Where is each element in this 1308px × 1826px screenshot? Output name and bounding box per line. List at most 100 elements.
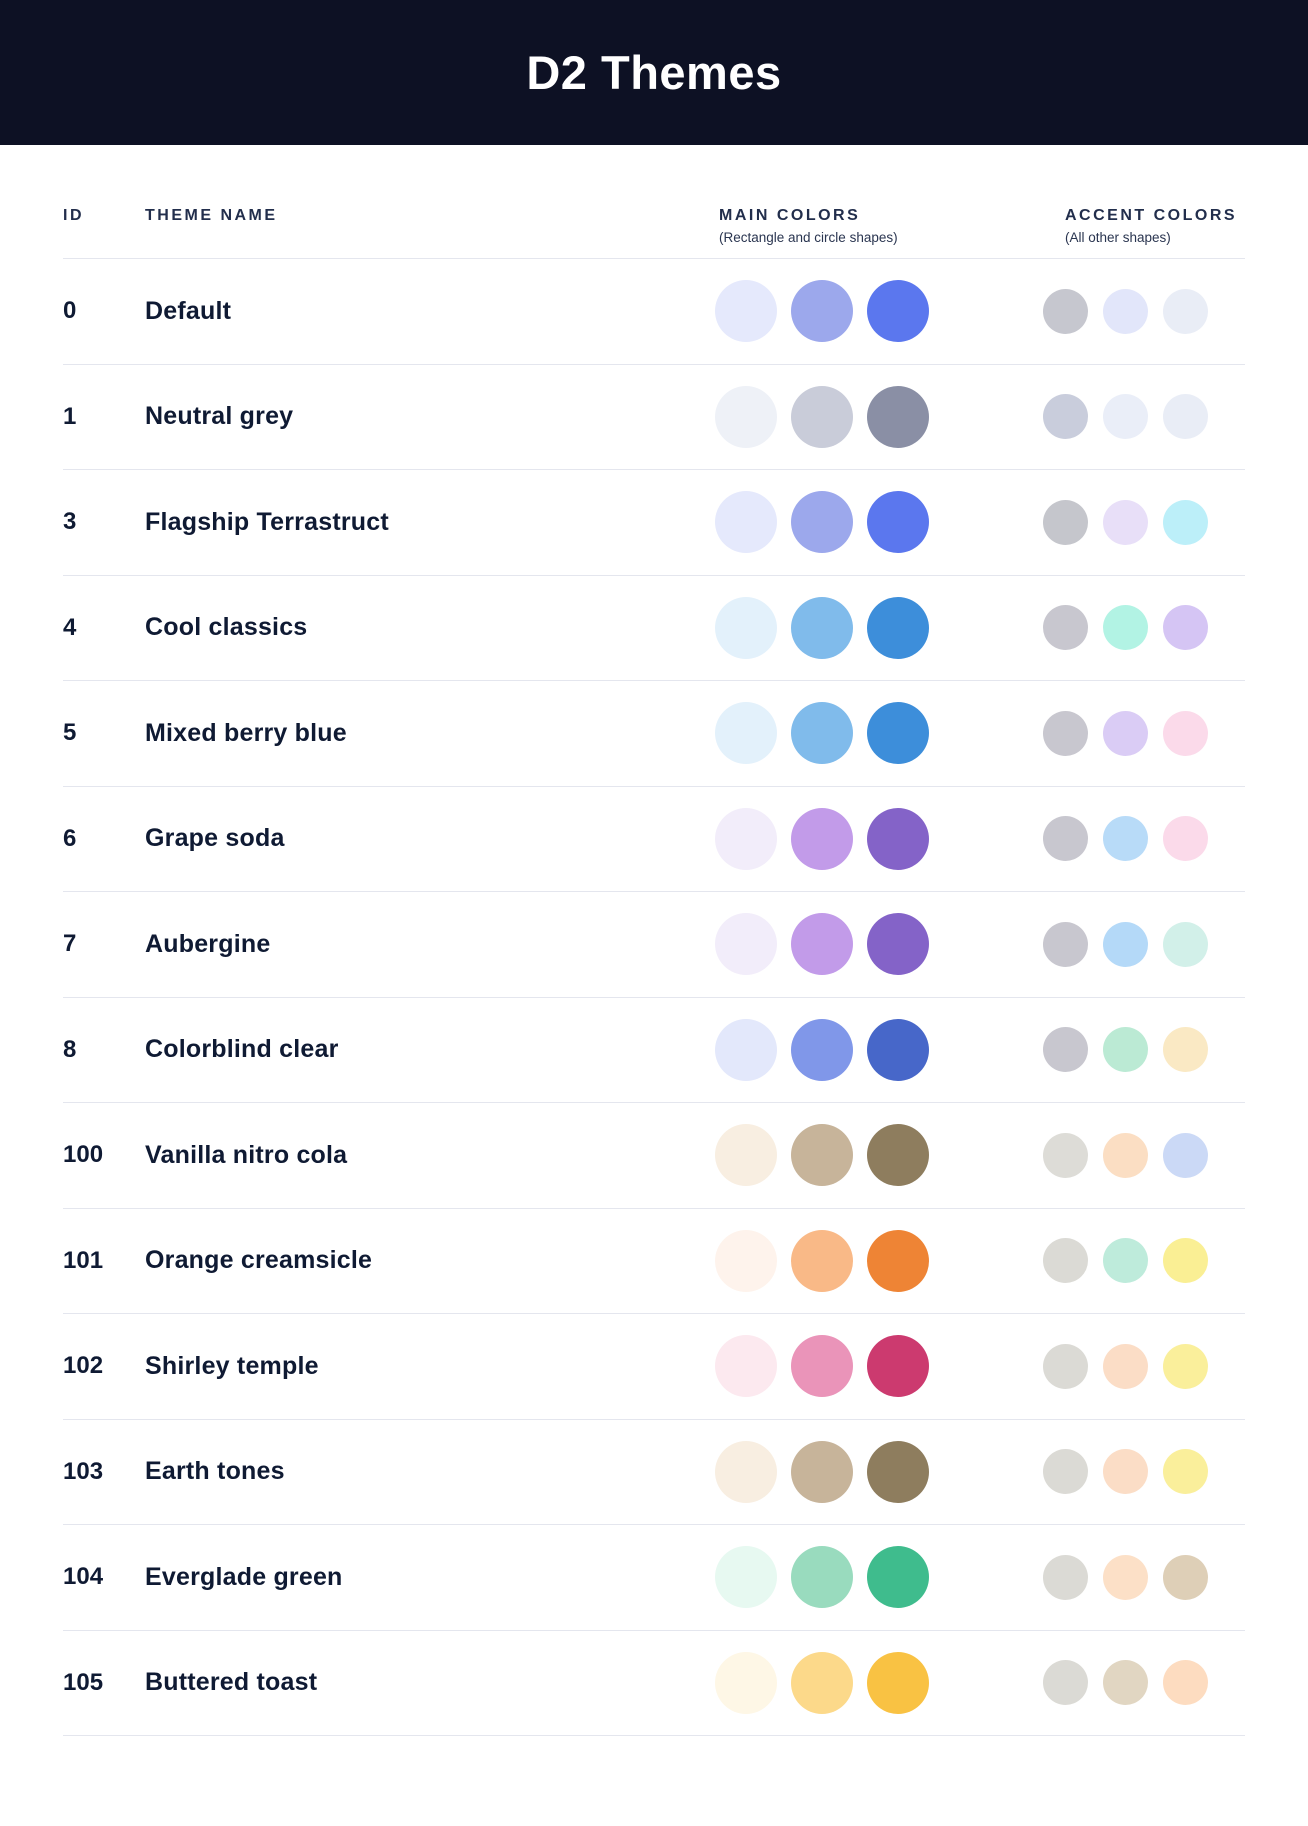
main-colors-subtitle: (Rectangle and circle shapes): [719, 230, 898, 245]
main-color-swatch-1: [715, 596, 777, 659]
main-color-swatch-1: [715, 1335, 777, 1398]
theme-row: 104 Everglade green: [63, 1524, 1245, 1630]
theme-id: 104: [63, 1563, 104, 1591]
main-color-swatch-2: [791, 280, 853, 343]
theme-name: Grape soda: [145, 824, 285, 853]
main-color-swatch-1: [715, 1651, 777, 1714]
theme-id: 0: [63, 297, 77, 325]
main-color-swatch-1: [715, 491, 777, 554]
accent-color-swatch-3: [1163, 1449, 1208, 1495]
accent-color-swatches: [1043, 921, 1245, 967]
main-color-swatch-1: [715, 1018, 777, 1081]
accent-color-swatch-2: [1103, 1238, 1148, 1284]
accent-color-swatches: [1043, 1132, 1245, 1178]
main-color-swatches: [715, 913, 1043, 976]
table-end-divider: [63, 1735, 1245, 1736]
theme-row: 103 Earth tones: [63, 1418, 1245, 1525]
accent-color-swatch-2: [1103, 1027, 1148, 1073]
theme-name: Everglade green: [145, 1562, 343, 1591]
theme-name: Cool classics: [145, 613, 308, 642]
theme-id: 8: [63, 1035, 77, 1063]
accent-color-swatches: [1043, 288, 1245, 334]
theme-row: 102 Shirley temple: [63, 1313, 1245, 1419]
theme-row: 0 Default: [63, 258, 1245, 364]
accent-color-swatches: [1043, 1449, 1245, 1495]
theme-id: 4: [63, 613, 77, 641]
accent-color-swatch-2: [1103, 1343, 1148, 1389]
main-color-swatch-3: [867, 1335, 929, 1398]
main-color-swatch-2: [791, 385, 853, 448]
theme-row: 3 Flagship Terrastruct: [63, 469, 1245, 575]
main-color-swatch-2: [791, 807, 853, 870]
theme-name: Aubergine: [145, 929, 271, 958]
theme-row: 8 Colorblind clear: [63, 996, 1245, 1103]
main-color-swatch-3: [867, 913, 929, 976]
main-color-swatch-1: [715, 1546, 777, 1609]
column-header-main-colors: MAIN COLORS (Rectangle and circle shapes…: [715, 207, 1043, 245]
theme-id: 5: [63, 719, 77, 747]
theme-name: Vanilla nitro cola: [145, 1140, 348, 1169]
accent-color-swatches: [1043, 710, 1245, 756]
accent-color-swatch-2: [1103, 394, 1148, 440]
theme-id: 101: [63, 1246, 104, 1274]
theme-id: 100: [63, 1141, 104, 1169]
column-header-id: ID: [63, 207, 84, 224]
theme-name: Orange creamsicle: [145, 1246, 373, 1275]
theme-id: 102: [63, 1352, 104, 1380]
theme-row: 101 Orange creamsicle: [63, 1207, 1245, 1314]
main-color-swatches: [715, 1018, 1043, 1081]
page-title: D2 Themes: [526, 46, 782, 99]
accent-color-swatch-1: [1043, 1238, 1088, 1284]
main-color-swatch-1: [715, 913, 777, 976]
accent-color-swatch-2: [1103, 605, 1148, 651]
accent-color-swatch-2: [1103, 288, 1148, 334]
main-color-swatch-3: [867, 1651, 929, 1714]
main-color-swatch-1: [715, 1229, 777, 1292]
accent-color-swatch-1: [1043, 394, 1088, 440]
accent-color-swatch-2: [1103, 1660, 1148, 1706]
main-color-swatches: [715, 1335, 1043, 1398]
main-color-swatch-1: [715, 1124, 777, 1187]
main-color-swatches: [715, 702, 1043, 765]
accent-color-swatch-1: [1043, 499, 1088, 545]
main-color-swatches: [715, 385, 1043, 448]
accent-color-swatch-3: [1163, 1660, 1208, 1706]
main-color-swatch-3: [867, 385, 929, 448]
theme-name: Flagship Terrastruct: [145, 507, 389, 536]
accent-color-swatches: [1043, 1554, 1245, 1600]
accent-color-swatch-3: [1163, 288, 1208, 334]
theme-row: 7 Aubergine: [63, 891, 1245, 997]
main-color-swatch-1: [715, 280, 777, 343]
accent-color-swatches: [1043, 394, 1245, 440]
accent-color-swatch-2: [1103, 816, 1148, 862]
main-color-swatches: [715, 1651, 1043, 1714]
accent-color-swatches: [1043, 1343, 1245, 1389]
theme-id: 1: [63, 402, 77, 430]
main-color-swatches: [715, 1124, 1043, 1187]
accent-color-swatch-1: [1043, 1027, 1088, 1073]
theme-name: Shirley temple: [145, 1351, 319, 1380]
main-color-swatch-3: [867, 1124, 929, 1187]
accent-color-swatch-1: [1043, 1343, 1088, 1389]
page-header: D2 Themes: [0, 0, 1308, 145]
accent-color-swatches: [1043, 816, 1245, 862]
main-color-swatch-2: [791, 702, 853, 765]
accent-color-swatch-1: [1043, 710, 1088, 756]
accent-color-swatch-3: [1163, 605, 1208, 651]
accent-color-swatch-3: [1163, 710, 1208, 756]
themes-table: ID THEME NAME MAIN COLORS (Rectangle and…: [0, 145, 1308, 1736]
accent-color-swatch-1: [1043, 1554, 1088, 1600]
theme-row: 100 Vanilla nitro cola: [63, 1102, 1245, 1208]
main-color-swatches: [715, 807, 1043, 870]
accent-color-swatch-3: [1163, 394, 1208, 440]
accent-color-swatch-2: [1103, 1449, 1148, 1495]
main-color-swatch-2: [791, 491, 853, 554]
theme-row: 105 Buttered toast: [63, 1629, 1245, 1736]
main-color-swatch-1: [715, 385, 777, 448]
accent-color-swatches: [1043, 1027, 1245, 1073]
accent-color-swatch-3: [1163, 1554, 1208, 1600]
main-color-swatch-2: [791, 596, 853, 659]
theme-name: Mixed berry blue: [145, 718, 347, 747]
accent-color-swatch-3: [1163, 1238, 1208, 1284]
